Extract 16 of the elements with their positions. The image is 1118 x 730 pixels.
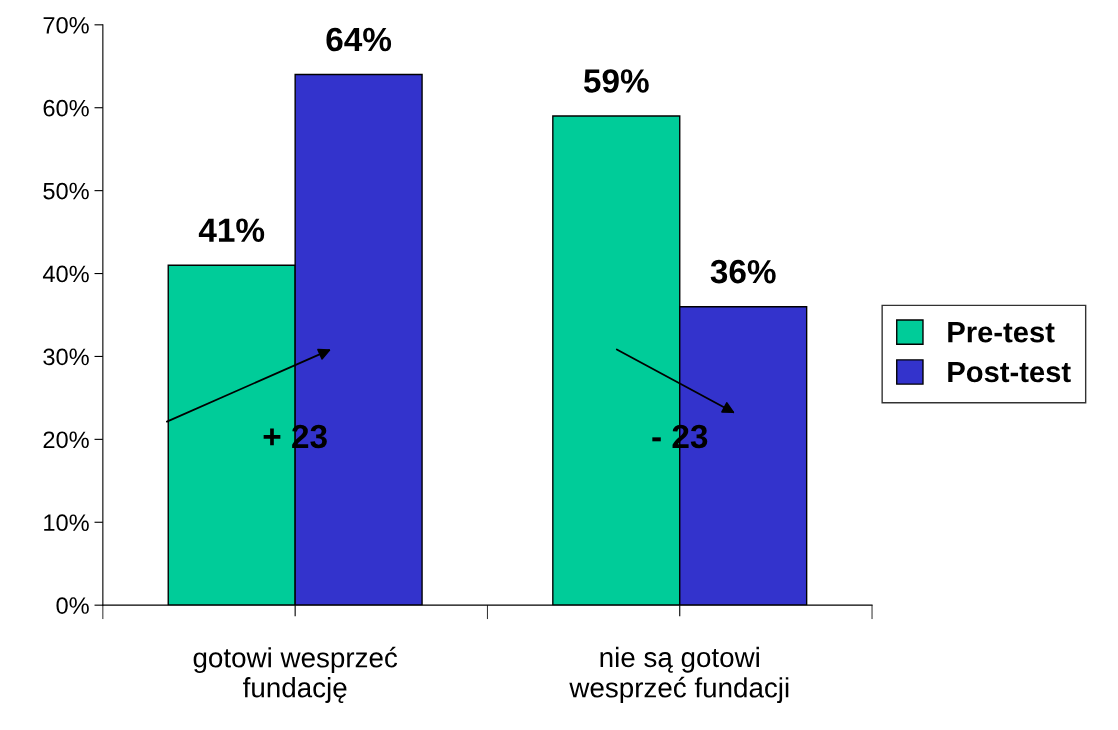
y-tick-label: 60% xyxy=(43,99,89,117)
data-label: 59% xyxy=(583,69,649,93)
y-tick-label: 40% xyxy=(42,265,89,283)
legend-label: Pre-test xyxy=(948,322,1055,343)
y-tick-label: 70% xyxy=(43,16,89,34)
data-label: 36% xyxy=(710,259,776,284)
y-tick-label: 50% xyxy=(43,182,89,200)
legend-label: Post-test xyxy=(948,361,1071,383)
data-label: 64% xyxy=(326,27,392,52)
y-tick-label: 0% xyxy=(56,597,89,614)
y-tick-label: 20% xyxy=(43,431,89,449)
y-tick-label: 10% xyxy=(44,514,89,532)
x-tick-label: nie są gotowi wesprzeć fundacji xyxy=(569,646,789,704)
x-tick-label: gotowi wesprzeć fundację xyxy=(193,646,398,703)
data-label: 41% xyxy=(198,218,265,242)
y-tick-label: 30% xyxy=(43,348,89,366)
